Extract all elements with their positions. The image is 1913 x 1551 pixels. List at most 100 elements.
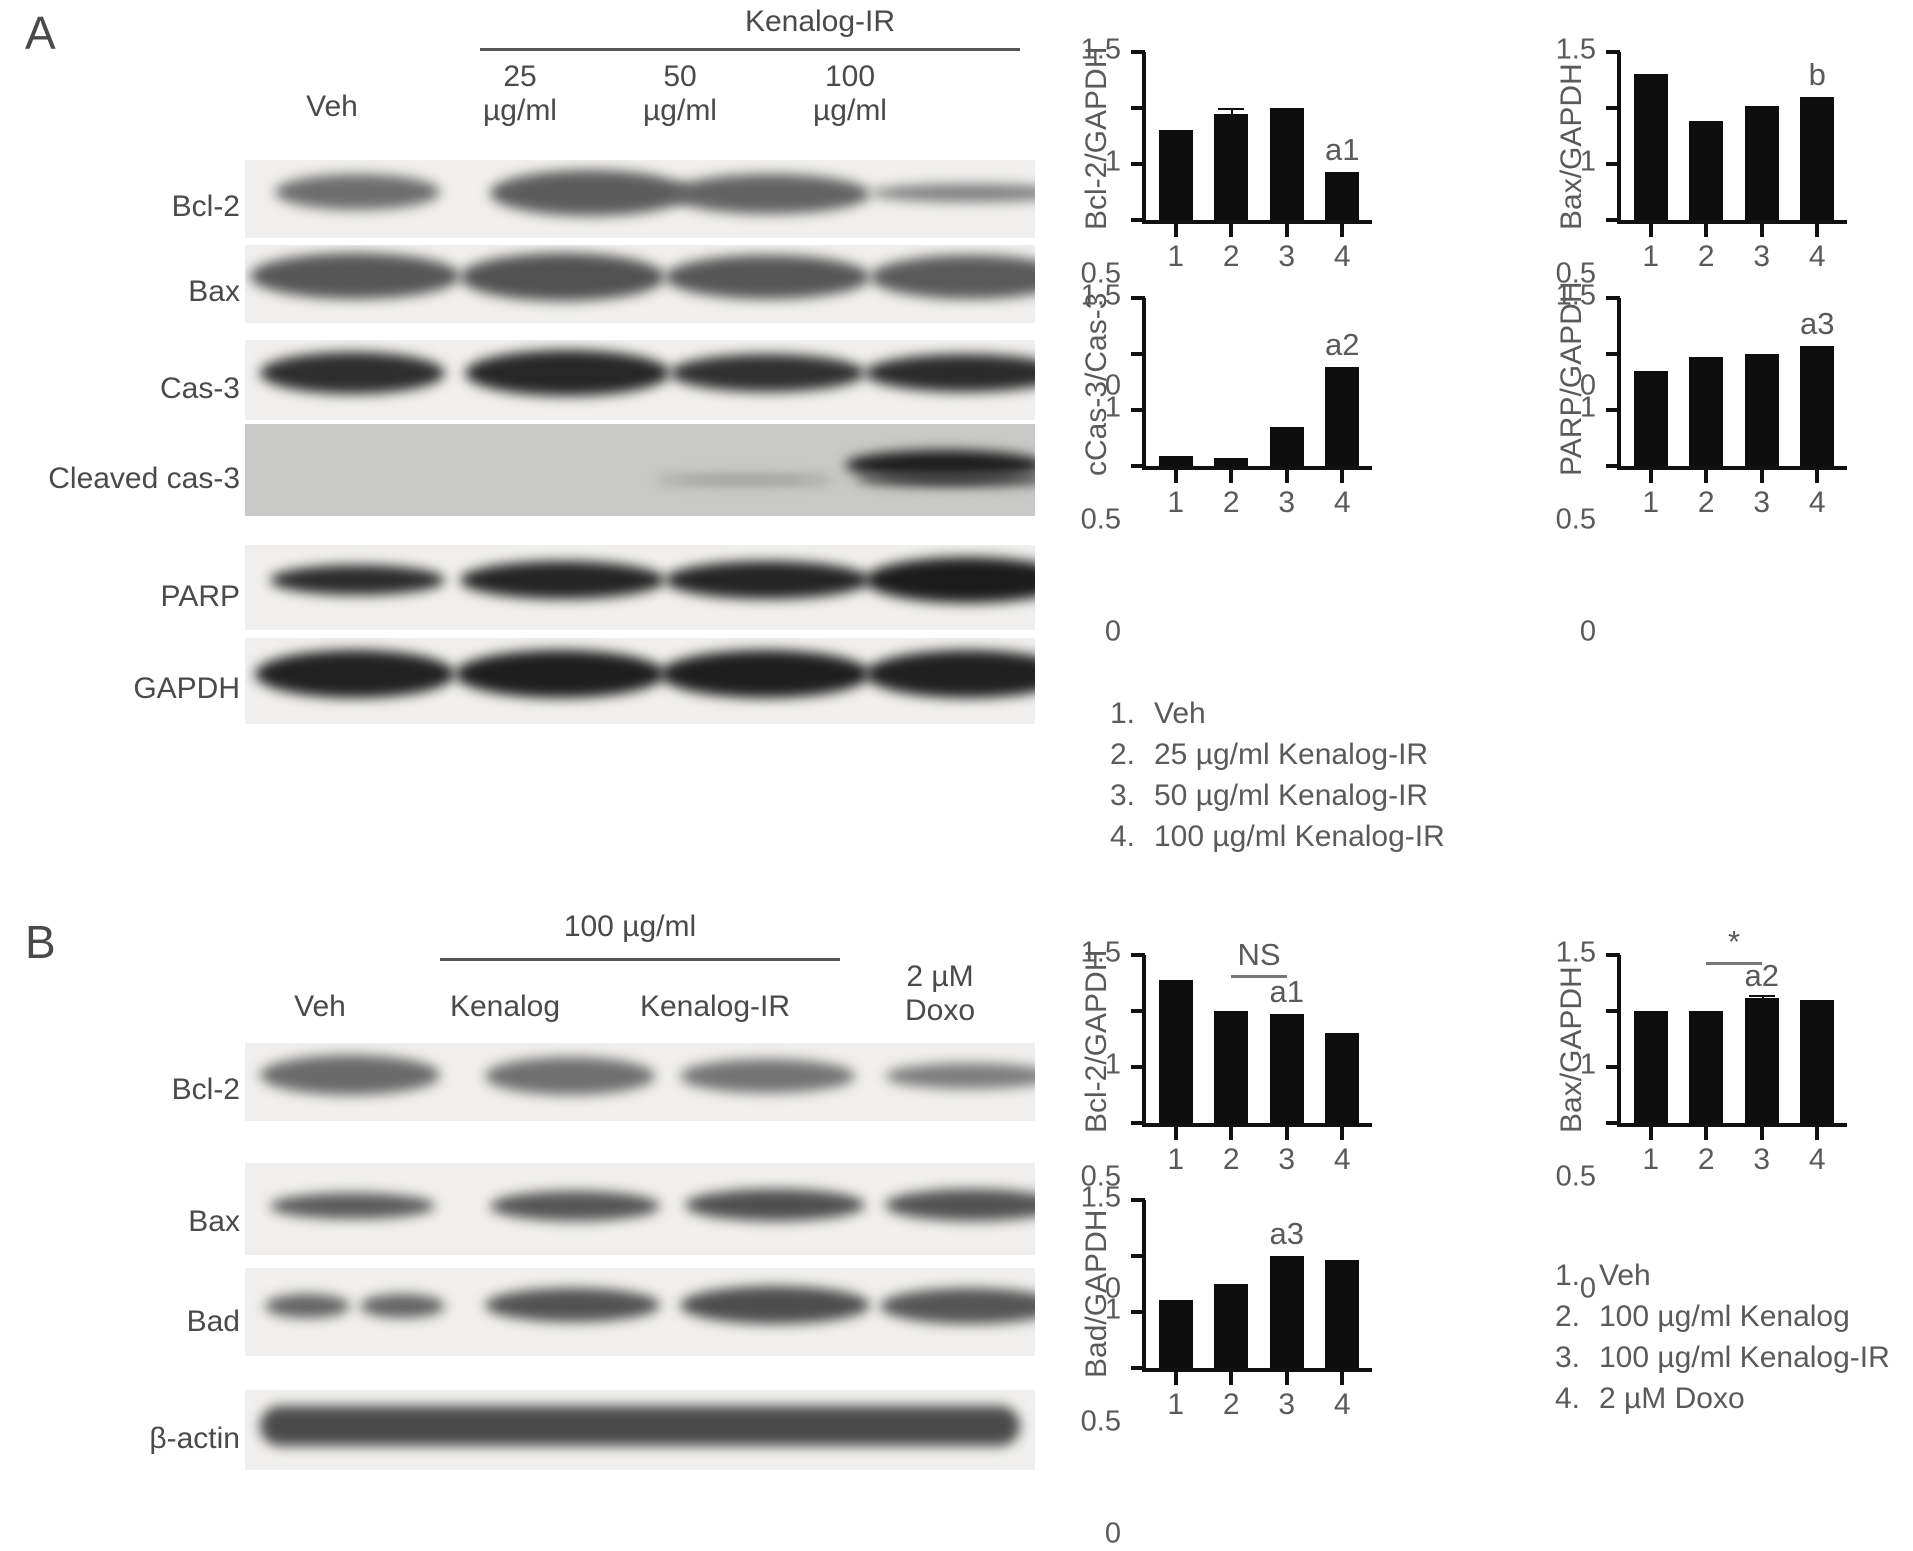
x-tick-label: 2 <box>1697 240 1715 273</box>
band <box>680 1286 870 1324</box>
y-tick-label: 0 <box>1104 1517 1121 1550</box>
x-tick <box>1704 224 1709 237</box>
chart-b-bax: Bax/GAPDH 0 0.5 1 1.5 1 2 3 4 * a2 <box>1555 924 1875 1305</box>
band <box>665 561 870 599</box>
blot-strip-b-actin <box>245 1390 1035 1470</box>
y-tick-label: 1 <box>1579 1048 1596 1081</box>
x-tick-label: 4 <box>1333 240 1351 273</box>
y-tick: 0 <box>1105 464 1145 648</box>
band <box>455 650 665 698</box>
panel-a-lane-label-3: 50 µg/ml <box>643 60 717 127</box>
x-axis <box>1617 466 1847 470</box>
bar <box>1689 1011 1724 1123</box>
x-tick <box>1340 1127 1345 1140</box>
x-tick-label: 2 <box>1222 1143 1240 1176</box>
blot-strip-a-cleaved-cas3 <box>245 424 1035 516</box>
x-tick-label: 3 <box>1278 1143 1296 1176</box>
y-tick-label: 0 <box>1579 615 1596 648</box>
band <box>670 174 870 214</box>
x-tick-label: 4 <box>1333 1388 1351 1421</box>
significance-label: NS <box>1237 937 1281 972</box>
y-tick-label: 0.5 <box>1555 503 1596 536</box>
y-tick: 1.5 <box>1081 937 1145 969</box>
y-tick-label: 0 <box>1579 1272 1596 1305</box>
plot-area: 0 0.5 1 1.5 1 2 3 4 * a2 <box>1556 924 1847 1305</box>
x-tick <box>1704 470 1709 483</box>
bar <box>1158 130 1193 220</box>
band <box>360 1294 445 1318</box>
y-tick: 1.5 <box>1556 280 1620 312</box>
y-axis <box>1142 955 1146 1127</box>
legend-item-label: Veh <box>1154 697 1206 730</box>
band <box>275 174 440 210</box>
x-tick <box>1340 224 1345 237</box>
y-tick: 0.5 <box>1081 1310 1145 1438</box>
legend-item-number: 4. <box>1110 820 1136 853</box>
band <box>865 354 1035 392</box>
blot-strip-a-parp <box>245 545 1035 630</box>
plot-area: 0 0.5 1 1.5 1 2 3 4 a3 <box>1556 280 1847 648</box>
band <box>260 352 445 394</box>
y-tick: 1 <box>1580 106 1620 178</box>
y-tick-label: 0.5 <box>1080 1160 1121 1193</box>
x-tick-label: 3 <box>1278 486 1296 519</box>
y-tick: 0 <box>1105 1121 1145 1305</box>
blot-strip-a-bcl2 <box>245 160 1035 238</box>
legend-item-number: 1. <box>1555 1259 1581 1292</box>
y-axis <box>1142 52 1146 224</box>
y-tick-label: 0 <box>1104 369 1121 402</box>
x-tick-label: 1 <box>1642 1143 1660 1176</box>
bar <box>1158 455 1193 466</box>
plot-area: 0 0.5 1 1.5 1 2 3 4 NS a1 <box>1081 937 1372 1305</box>
x-tick <box>1648 1127 1653 1140</box>
chart-a-ccas3: cCas-3/Cas-3 0 0.5 1 1.5 1 2 3 4 a2 <box>1080 280 1400 648</box>
bar <box>1158 1299 1193 1368</box>
x-tick-label: 4 <box>1808 240 1826 273</box>
bar <box>1269 1256 1304 1368</box>
chart-ylabel: cCas-3/Cas-3 <box>1080 292 1113 476</box>
legend-item: 4. 100 µg/ml Kenalog-IR <box>1110 816 1445 857</box>
panel-a-group-rule <box>480 48 1020 51</box>
legend-item: 1. Veh <box>1110 693 1445 734</box>
x-tick <box>1229 1127 1234 1140</box>
x-tick <box>1759 1127 1764 1140</box>
blot-label-b-actin: β-actin <box>149 1422 240 1455</box>
x-tick <box>1648 224 1653 237</box>
blot-label-b-bax: Bax <box>188 1205 240 1238</box>
blot-strip-b-bax <box>245 1163 1035 1255</box>
plot-area: 0 0.5 1 1.5 1 2 3 4 a2 <box>1081 280 1372 648</box>
x-axis <box>1617 1123 1847 1127</box>
bar <box>1800 999 1835 1123</box>
band <box>460 561 665 599</box>
band <box>490 1191 660 1221</box>
band <box>680 1059 855 1093</box>
blot-strip-b-bcl2 <box>245 1043 1035 1121</box>
x-tick-label: 4 <box>1333 1143 1351 1176</box>
legend-item: 2. 25 µg/ml Kenalog-IR <box>1110 734 1445 775</box>
legend-item-number: 3. <box>1555 1341 1581 1374</box>
legend-item-label: 100 µg/ml Kenalog-IR <box>1154 820 1445 853</box>
x-tick <box>1284 1372 1289 1385</box>
y-tick: 1 <box>1105 352 1145 424</box>
x-tick <box>1284 1127 1289 1140</box>
x-axis <box>1617 220 1847 224</box>
x-tick <box>1173 1127 1178 1140</box>
bar <box>1689 121 1724 220</box>
annotation-label: a1 <box>1325 131 1360 167</box>
blot-label-a-parp: PARP <box>160 580 240 613</box>
legend-item: 3. 100 µg/ml Kenalog-IR <box>1555 1337 1890 1378</box>
x-tick <box>1648 470 1653 483</box>
bar <box>1325 1260 1360 1368</box>
x-tick <box>1229 1372 1234 1385</box>
x-tick-label: 1 <box>1167 486 1185 519</box>
y-tick: 1.5 <box>1081 280 1145 312</box>
legend-item: 3. 50 µg/ml Kenalog-IR <box>1110 775 1445 816</box>
bar <box>1269 426 1304 466</box>
y-tick: 0 <box>1105 1366 1145 1550</box>
y-tick-label: 1.5 <box>1080 279 1121 312</box>
x-tick <box>1815 1127 1820 1140</box>
chart-b-bad: Bad/GAPDH 0 0.5 1 1.5 1 2 3 4 a3 <box>1080 1182 1400 1550</box>
y-tick-label: 1 <box>1104 391 1121 424</box>
y-tick: 1 <box>1105 1254 1145 1326</box>
x-tick <box>1759 470 1764 483</box>
